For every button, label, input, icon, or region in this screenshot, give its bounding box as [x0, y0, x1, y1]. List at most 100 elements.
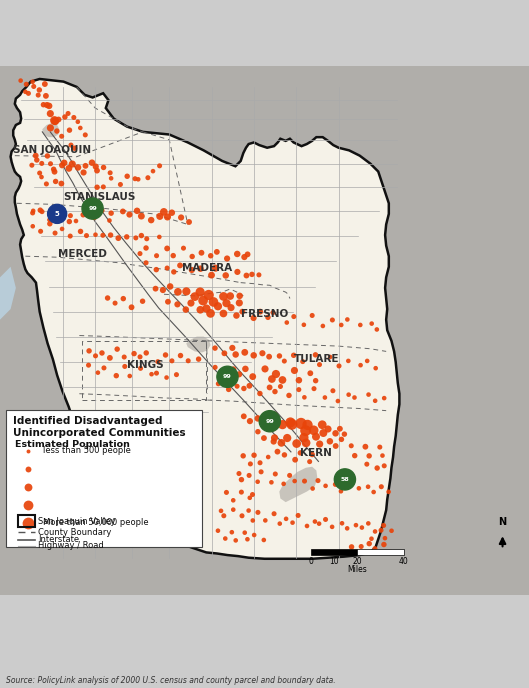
Point [240, 252, 249, 263]
Point [34, 89, 42, 100]
Point [232, 535, 240, 546]
Point [253, 426, 262, 437]
Point [364, 518, 372, 529]
Point [314, 475, 322, 486]
Point [29, 207, 37, 218]
Point [346, 480, 355, 491]
Point [74, 116, 82, 127]
Point [179, 243, 188, 254]
Point [288, 517, 297, 528]
Point [264, 312, 272, 323]
Point [131, 173, 139, 184]
Point [99, 162, 108, 173]
Point [237, 486, 245, 497]
Point [148, 369, 156, 380]
Point [152, 250, 161, 261]
Point [286, 417, 295, 428]
Point [214, 378, 223, 389]
Point [249, 312, 258, 323]
Point [197, 247, 206, 258]
Text: San Joaquin Valley: San Joaquin Valley [38, 517, 116, 526]
Text: Identified Disadvantaged
Unincorporated Communities: Identified Disadvantaged Unincorporated … [13, 416, 185, 438]
Text: 99: 99 [223, 374, 232, 379]
Point [250, 530, 258, 541]
Point [137, 230, 145, 241]
Point [245, 470, 253, 481]
Point [202, 303, 211, 314]
Point [66, 210, 75, 221]
Text: STANISLAUS: STANISLAUS [63, 192, 135, 202]
Point [290, 365, 299, 376]
Text: Source: PolicyLink analysis of 2000 U.S. census and county parcel and boundary d: Source: PolicyLink analysis of 2000 U.S.… [6, 676, 336, 685]
Point [264, 451, 272, 462]
Point [68, 158, 77, 169]
Circle shape [48, 204, 67, 224]
Point [297, 418, 305, 429]
Point [373, 462, 381, 473]
Point [380, 393, 388, 404]
Point [41, 78, 49, 89]
Point [254, 507, 262, 518]
Point [385, 486, 393, 497]
Point [209, 297, 218, 308]
Point [242, 270, 251, 281]
Text: Interstate: Interstate [38, 535, 79, 544]
Point [182, 286, 190, 297]
Point [348, 541, 356, 552]
Point [343, 314, 352, 325]
Point [49, 164, 58, 175]
Point [256, 306, 264, 317]
Point [277, 438, 286, 449]
Point [340, 429, 349, 440]
Point [46, 158, 54, 169]
Polygon shape [186, 336, 211, 352]
Point [220, 347, 229, 358]
Point [84, 360, 93, 371]
Point [298, 356, 307, 367]
Point [58, 160, 66, 171]
Point [23, 445, 32, 456]
Point [222, 487, 231, 498]
Point [321, 514, 330, 525]
Point [235, 468, 243, 479]
Point [61, 111, 69, 122]
Text: Miles: Miles [348, 565, 367, 574]
Point [266, 382, 274, 393]
Point [168, 207, 176, 218]
Point [121, 361, 129, 372]
Point [279, 478, 288, 489]
Point [227, 527, 236, 538]
Point [153, 356, 162, 367]
Point [214, 525, 222, 536]
Point [185, 217, 193, 228]
Point [152, 367, 161, 378]
Point [350, 392, 359, 403]
Point [85, 345, 93, 356]
Point [211, 362, 220, 373]
Point [371, 526, 379, 537]
Point [299, 319, 308, 330]
Point [206, 250, 215, 261]
Point [76, 122, 85, 133]
Point [305, 456, 314, 467]
Point [344, 389, 353, 400]
Bar [358, 549, 404, 555]
Point [381, 533, 389, 544]
Point [365, 538, 373, 549]
Point [250, 350, 258, 361]
Circle shape [259, 411, 280, 432]
Point [147, 215, 156, 226]
Point [315, 518, 323, 529]
Point [235, 369, 243, 380]
Point [364, 389, 373, 400]
Point [65, 163, 73, 174]
Point [233, 266, 242, 277]
Point [90, 212, 98, 223]
Point [221, 533, 230, 544]
Point [166, 281, 175, 292]
Point [332, 440, 340, 451]
Point [250, 450, 258, 461]
Point [310, 383, 318, 394]
Point [244, 505, 253, 516]
Point [308, 310, 316, 321]
